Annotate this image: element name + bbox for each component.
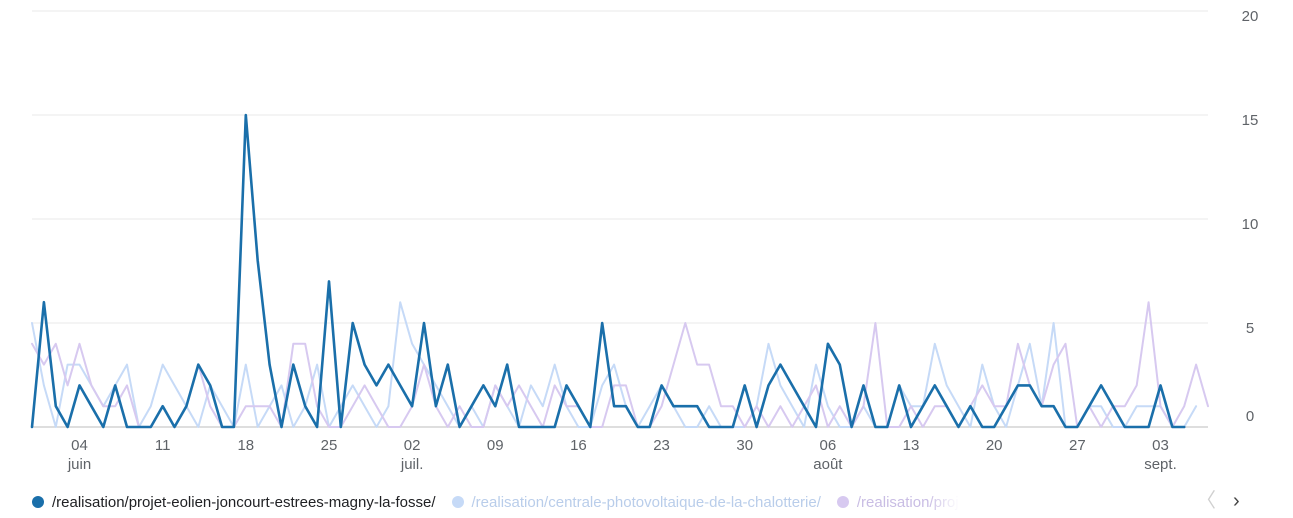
x-tick-month-label: juin [67,456,91,473]
x-axis: 04 juin 11 18 25 02 juil. 09 16 23 30 06 août 13 20 27 0… [67,437,1177,473]
legend-label: /realisation/projet-eolien-joncourt-estr… [52,493,436,511]
x-tick-label: 27 [1069,437,1086,454]
x-tick-label: 16 [570,437,587,454]
x-tick-label: 18 [237,437,254,454]
legend-marker-icon [836,496,849,508]
x-tick-label: 30 [736,437,753,454]
x-tick-label: 02 [404,437,421,454]
line-chart: 0 5 10 15 20 04 juin 11 18 25 02 juil. 09 16 23 30 06 ao… [30,8,1259,473]
x-tick-label: 09 [487,437,504,454]
y-tick-label: 5 [1246,320,1254,337]
y-tick-label: 15 [1242,112,1259,129]
x-tick-label: 13 [903,437,920,454]
legend-marker-icon [451,496,464,508]
x-tick-label: 25 [321,437,338,454]
x-tick-label: 23 [653,437,670,454]
x-tick-label: 03 [1152,437,1169,454]
y-axis: 0 5 10 15 20 [1242,8,1259,425]
chart-grid [32,10,1208,428]
x-tick-month-label: juil. [400,456,424,473]
legend-label: /realisation/proj [856,493,959,511]
legend-item[interactable]: /realisation/projet-eolien-joncourt-estr… [32,494,436,511]
x-tick-label: 04 [71,437,88,454]
x-tick-label: 06 [820,437,837,454]
series-line [31,301,1198,428]
y-tick-label: 10 [1242,216,1259,233]
x-tick-month-label: sept. [1144,456,1177,473]
x-tick-month-label: août [813,456,843,473]
legend-marker-icon [32,496,44,508]
series-line [31,301,1209,428]
x-tick-label: 20 [986,437,1003,454]
legend-item[interactable]: /realisation/proj [836,493,1009,511]
chart-series [30,113,1209,429]
legend-label: /realisation/centrale-photovoltaique-de-… [471,493,821,511]
legend-item[interactable]: /realisation/centrale-photovoltaique-de-… [451,493,821,511]
x-tick-label: 11 [155,437,171,454]
y-tick-label: 0 [1246,408,1254,425]
chart-legend: /realisation/projet-eolien-joncourt-estr… [32,490,1262,514]
chevron-right-icon[interactable]: › [1233,490,1240,512]
series-line [30,113,1186,429]
y-tick-label: 20 [1242,8,1259,25]
chevron-left-icon[interactable]: 〈 [1196,490,1216,512]
